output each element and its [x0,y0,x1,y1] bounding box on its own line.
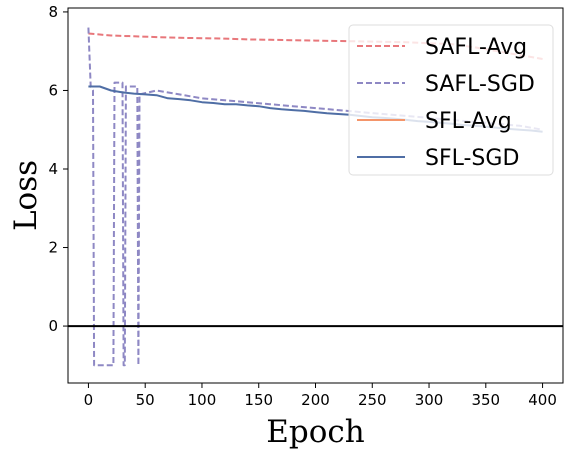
x-tick-label: 400 [528,391,557,409]
x-tick-label: 350 [471,391,500,409]
y-tick-label: 4 [48,160,58,178]
legend-label-safl-avg: SAFL-Avg [425,35,527,60]
legend: SAFL-Avg SAFL-SGD SFL-Avg SFL-SGD [348,24,554,176]
legend-label-safl-sgd: SAFL-SGD [425,72,535,97]
x-axis-title: Epoch [266,414,364,450]
x-tick-label: 200 [301,391,330,409]
x-axis: 0 50 100 150 200 250 300 350 400 [84,383,557,409]
y-tick-label: 2 [48,239,58,257]
legend-label-sfl-avg: SFL-Avg [425,109,512,134]
x-tick-label: 50 [136,391,155,409]
x-tick-label: 100 [188,391,217,409]
legend-box [348,24,554,176]
x-tick-label: 0 [84,391,94,409]
x-tick-label: 250 [358,391,387,409]
y-axis: 0 2 4 6 8 [48,3,68,335]
x-tick-label: 300 [415,391,444,409]
x-tick-label: 150 [244,391,273,409]
legend-label-sfl-sgd: SFL-SGD [425,146,519,171]
y-tick-label: 6 [48,81,58,99]
y-tick-label: 0 [48,317,58,335]
y-axis-title: Loss [8,160,44,231]
y-tick-label: 8 [48,3,58,21]
